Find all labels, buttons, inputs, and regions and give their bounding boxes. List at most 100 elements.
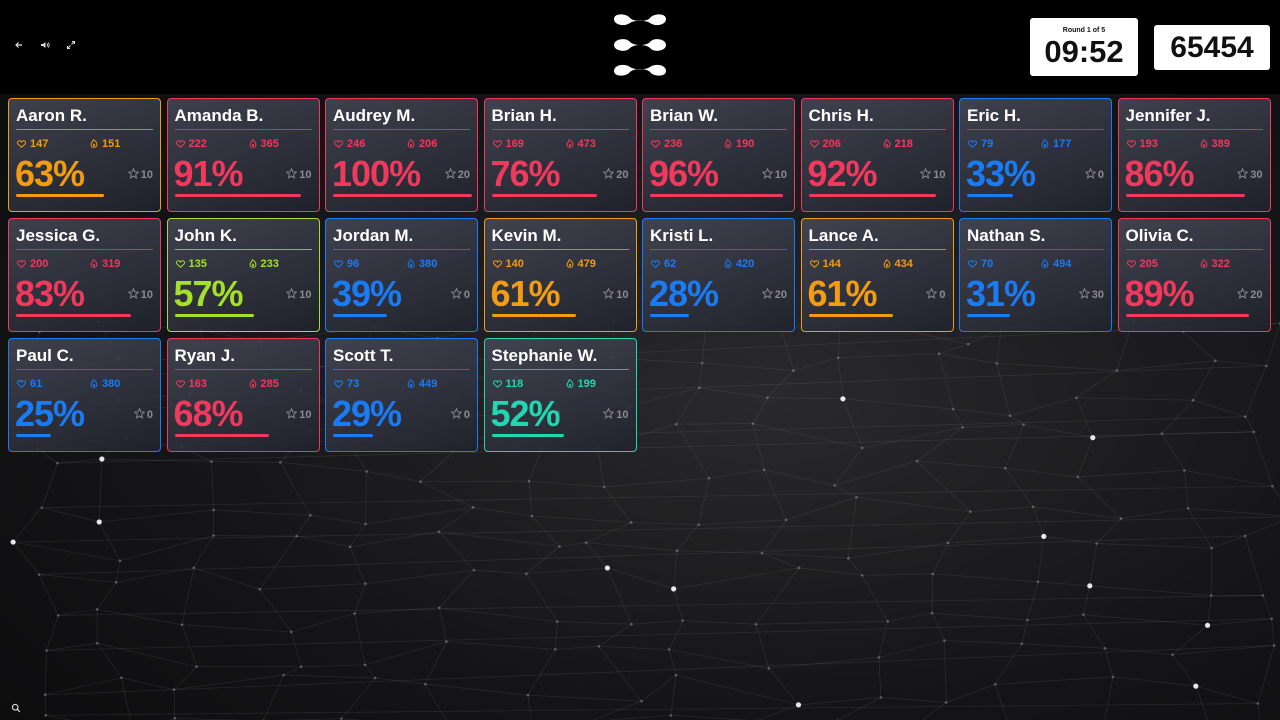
score-percent: 91% (173, 153, 244, 194)
player-card[interactable]: Audrey M. 246 206 100% 20 (325, 98, 478, 212)
card-divider (1125, 129, 1263, 130)
progress-bar (491, 314, 577, 317)
flame-icon (1041, 258, 1053, 270)
player-name: Eric H. (967, 106, 1021, 125)
heart-icon (967, 258, 981, 270)
flame-icon (407, 378, 419, 390)
player-card[interactable]: Stephanie W. 118 199 52% 10 (483, 338, 637, 452)
progress-bar (808, 314, 894, 317)
card-divider (967, 129, 1104, 130)
player-name: Brian W. (650, 106, 719, 125)
player-card[interactable]: Kristi L. 62 420 28% 20 (642, 218, 795, 332)
heart-icon (492, 138, 506, 150)
player-card[interactable]: Ryan J. 163 285 68% 10 (166, 338, 320, 452)
flame-icon (1200, 258, 1212, 270)
fires-count: 177 (1053, 138, 1072, 150)
fires-stat: 434 (883, 258, 913, 270)
heart-icon (650, 258, 664, 270)
likes-stat: 79 (967, 138, 993, 150)
likes-count: 205 (1139, 258, 1158, 270)
stars-stat: 10 (285, 287, 312, 301)
player-name: Stephanie W. (491, 346, 598, 365)
fires-count: 199 (577, 378, 596, 390)
fires-stat: 190 (724, 138, 754, 150)
star-icon (450, 407, 464, 421)
flame-icon (249, 378, 261, 390)
player-card[interactable]: Kevin M. 140 479 61% 10 (483, 218, 637, 332)
card-divider (16, 369, 153, 370)
star-icon (602, 287, 616, 301)
card-divider (174, 249, 312, 250)
fires-stat: 389 (1200, 138, 1230, 150)
stars-count: 0 (463, 409, 470, 421)
fires-count: 206 (419, 138, 438, 150)
stars-stat: 10 (602, 407, 629, 421)
player-card[interactable]: Brian H. 169 473 76% 20 (483, 98, 637, 212)
fires-count: 389 (1211, 138, 1230, 150)
player-card[interactable]: Olivia C. 205 322 89% 20 (1117, 218, 1271, 332)
heart-icon (967, 138, 981, 150)
player-card[interactable]: Paul C. 61 380 25% 0 (8, 338, 161, 452)
star-icon (761, 167, 775, 181)
player-name: Paul C. (16, 346, 74, 365)
player-card[interactable]: John K. 135 233 57% 10 (166, 218, 320, 332)
back-icon[interactable] (12, 40, 26, 54)
player-card[interactable]: Nathan S. 70 494 31% 30 (959, 218, 1112, 332)
heart-icon (492, 378, 506, 390)
flame-icon (724, 258, 736, 270)
player-card[interactable]: Eric H. 79 177 33% 0 (959, 98, 1112, 212)
likes-count: 73 (347, 378, 360, 390)
progress-bar (491, 194, 598, 197)
fires-count: 494 (1053, 258, 1072, 270)
player-card[interactable]: Scott T. 73 449 29% 0 (325, 338, 478, 452)
likes-stat: 169 (492, 138, 524, 150)
countdown-timer: 09:52 (1044, 34, 1124, 69)
player-card[interactable]: Jordan M. 96 380 39% 0 (325, 218, 478, 332)
player-card[interactable]: Lance A. 144 434 61% 0 (800, 218, 954, 332)
fires-stat: 380 (90, 378, 120, 390)
player-name: Ryan J. (174, 346, 235, 365)
fires-count: 285 (260, 378, 279, 390)
progress-bar (967, 194, 1013, 197)
player-card[interactable]: Jennifer J. 193 389 86% 30 (1117, 98, 1271, 212)
flame-icon (566, 258, 578, 270)
likes-count: 246 (347, 138, 366, 150)
player-card[interactable]: Aaron R. 147 151 63% 10 (8, 98, 161, 212)
card-divider (16, 249, 153, 250)
likes-stat: 96 (333, 258, 360, 270)
likes-count: 206 (822, 138, 841, 150)
stars-count: 20 (774, 289, 787, 301)
card-divider (650, 249, 787, 250)
flame-icon (1200, 138, 1212, 150)
heart-icon (333, 378, 347, 390)
search-icon[interactable] (11, 700, 21, 713)
likes-count: 169 (505, 138, 524, 150)
stars-count: 30 (1250, 169, 1263, 181)
fires-count: 218 (894, 138, 913, 150)
player-card[interactable]: Chris H. 206 218 92% 10 (800, 98, 954, 212)
heart-icon (16, 138, 30, 150)
progress-bar (333, 314, 388, 317)
stars-count: 20 (1250, 289, 1263, 301)
likes-count: 96 (347, 258, 360, 270)
likes-stat: 140 (492, 258, 524, 270)
player-card[interactable]: Brian W. 236 190 96% 10 (642, 98, 795, 212)
fires-stat: 319 (90, 258, 120, 270)
star-icon (1236, 167, 1250, 181)
stars-stat: 0 (450, 287, 470, 301)
likes-count: 236 (664, 138, 683, 150)
progress-bar (650, 314, 689, 317)
speaker-icon[interactable] (38, 40, 52, 54)
star-icon (285, 407, 299, 421)
star-icon (450, 287, 464, 301)
flame-icon (1041, 138, 1053, 150)
stars-count: 0 (1097, 169, 1104, 181)
likes-count: 147 (30, 138, 49, 150)
likes-count: 200 (30, 258, 49, 270)
player-name: Aaron R. (16, 106, 87, 125)
player-card[interactable]: Jessica G. 200 319 83% 10 (8, 218, 161, 332)
stars-count: 10 (140, 169, 153, 181)
expand-icon[interactable] (64, 40, 78, 54)
stars-stat: 0 (1084, 167, 1104, 181)
player-card[interactable]: Amanda B. 222 365 91% 10 (166, 98, 320, 212)
